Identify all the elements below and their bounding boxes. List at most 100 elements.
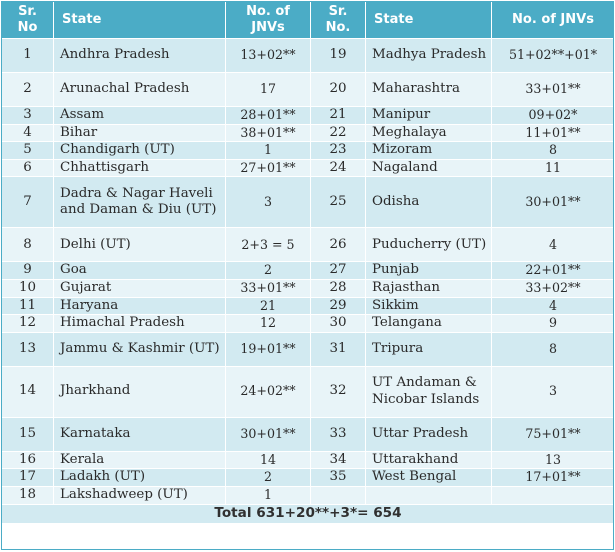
row-state: Jammu & Kashmir (UT) (53, 331, 226, 367)
row-sr-no: 8 (1, 227, 54, 263)
row-state: Chhattisgarh (53, 158, 226, 178)
row-jnv-count: 38+01** (225, 123, 311, 143)
row-sr-no: 15 (1, 416, 54, 452)
header-jnvs-right: No. of JNVs (491, 1, 615, 39)
row-state-right: Nagaland (365, 158, 492, 178)
header-sr-no-right: Sr. No. (310, 1, 366, 39)
table-row: 6 Chhattisgarh 27+01** 24 Nagaland 11 (1, 158, 615, 178)
row-jnv-count: 28+01** (225, 106, 311, 125)
row-sr-no: 5 (1, 141, 54, 160)
row-sr-no: 17 (1, 468, 54, 487)
row-state: Gujarat (53, 278, 226, 298)
row-sr-no: 12 (1, 314, 54, 333)
table-header-row: Sr. No State No. of JNVs Sr. No. State N… (1, 1, 615, 39)
row-jnv-count-right: 4 (491, 296, 615, 316)
table-row: 18 Lakshadweep (UT) 1 (1, 485, 615, 505)
row-sr-no: 18 (1, 485, 54, 505)
table-row: 9 Goa 2 27 Punjab 22+01** (1, 261, 615, 280)
row-jnv-count-right: 4 (491, 227, 615, 263)
row-jnv-count: 19+01** (225, 331, 311, 367)
row-jnv-count-right: 09+02* (491, 106, 615, 125)
row-sr-no: 1 (1, 38, 54, 73)
row-jnv-count-right: 11 (491, 158, 615, 178)
row-sr-no-right: 28 (310, 278, 366, 298)
table-row: 12 Himachal Pradesh 12 30 Telangana 9 (1, 314, 615, 333)
row-state: Bihar (53, 123, 226, 143)
row-state-right: West Bengal (365, 468, 492, 487)
row-sr-no: 7 (1, 176, 54, 229)
row-jnv-count: 3 (225, 176, 311, 229)
row-jnv-count-right: 8 (491, 141, 615, 160)
row-state: Lakshadweep (UT) (53, 485, 226, 505)
row-jnv-count: 2 (225, 468, 311, 487)
table-row: 15 Karnataka 30+01** 33 Uttar Pradesh 75+01** (1, 416, 615, 452)
row-state-right: UT Andaman & Nicobar Islands (365, 365, 492, 418)
table-row: 10 Gujarat 33+01** 28 Rajasthan 33+02** (1, 278, 615, 298)
row-sr-no-right (310, 485, 366, 505)
row-sr-no-right: 29 (310, 296, 366, 316)
row-sr-no-right: 24 (310, 158, 366, 178)
row-state: Kerala (53, 450, 226, 470)
row-state: Assam (53, 106, 226, 125)
header-sr-no: Sr. No (1, 1, 54, 39)
row-jnv-count-right: 33+01** (491, 72, 615, 107)
row-jnv-count-right: 9 (491, 314, 615, 333)
row-sr-no-right: 34 (310, 450, 366, 470)
row-sr-no: 2 (1, 72, 54, 107)
table-row: 5 Chandigarh (UT) 1 23 Mizoram 8 (1, 141, 615, 160)
row-jnv-count: 14 (225, 450, 311, 470)
row-state-right: Maharashtra (365, 72, 492, 107)
row-sr-no: 11 (1, 296, 54, 316)
row-jnv-count-right: 17+01** (491, 468, 615, 487)
row-jnv-count: 1 (225, 141, 311, 160)
row-jnv-count-right: 22+01** (491, 261, 615, 280)
row-jnv-count: 17 (225, 72, 311, 107)
row-state-right: Uttar Pradesh (365, 416, 492, 452)
row-sr-no: 16 (1, 450, 54, 470)
row-state-right: Meghalaya (365, 123, 492, 143)
row-sr-no-right: 30 (310, 314, 366, 333)
row-sr-no-right: 21 (310, 106, 366, 125)
row-jnv-count-right: 33+02** (491, 278, 615, 298)
row-sr-no: 9 (1, 261, 54, 280)
row-jnv-count: 27+01** (225, 158, 311, 178)
row-jnv-count: 2+3 = 5 (225, 227, 311, 263)
row-state-right: Puducherry (UT) (365, 227, 492, 263)
header-state-right: State (365, 1, 492, 39)
table-row: 4 Bihar 38+01** 22 Meghalaya 11+01** (1, 123, 615, 143)
row-state: Goa (53, 261, 226, 280)
row-state-right: Manipur (365, 106, 492, 125)
row-state-right: Madhya Pradesh (365, 38, 492, 73)
row-sr-no-right: 32 (310, 365, 366, 418)
row-jnv-count: 24+02** (225, 365, 311, 418)
header-state: State (53, 1, 226, 39)
row-sr-no: 10 (1, 278, 54, 298)
table-body: 1 Andhra Pradesh 13+02** 19 Madhya Pradesh 51… (1, 38, 615, 505)
header-jnvs: No. of JNVs (225, 1, 311, 39)
row-state: Arunachal Pradesh (53, 72, 226, 107)
row-sr-no-right: 27 (310, 261, 366, 280)
row-state: Haryana (53, 296, 226, 316)
table-row: 13 Jammu & Kashmir (UT) 19+01** 31 Tripura 8 (1, 331, 615, 367)
row-sr-no-right: 20 (310, 72, 366, 107)
row-state-right: Punjab (365, 261, 492, 280)
row-state: Himachal Pradesh (53, 314, 226, 333)
row-state: Karnataka (53, 416, 226, 452)
row-jnv-count: 13+02** (225, 38, 311, 73)
row-state-right: Odisha (365, 176, 492, 229)
row-sr-no-right: 25 (310, 176, 366, 229)
row-jnv-count-right: 30+01** (491, 176, 615, 229)
table-row: 7 Dadra & Nagar Haveli and Daman & Diu (U… (1, 176, 615, 229)
row-state: Dadra & Nagar Haveli and Daman & Diu (UT… (53, 176, 226, 229)
row-state: Delhi (UT) (53, 227, 226, 263)
row-sr-no: 13 (1, 331, 54, 367)
row-jnv-count: 21 (225, 296, 311, 316)
row-state: Chandigarh (UT) (53, 141, 226, 160)
row-state-right: Tripura (365, 331, 492, 367)
row-sr-no: 4 (1, 123, 54, 143)
table-row: 2 Arunachal Pradesh 17 20 Maharashtra 33+01** (1, 72, 615, 107)
row-state-right: Rajasthan (365, 278, 492, 298)
row-sr-no-right: 35 (310, 468, 366, 487)
row-jnv-count: 30+01** (225, 416, 311, 452)
